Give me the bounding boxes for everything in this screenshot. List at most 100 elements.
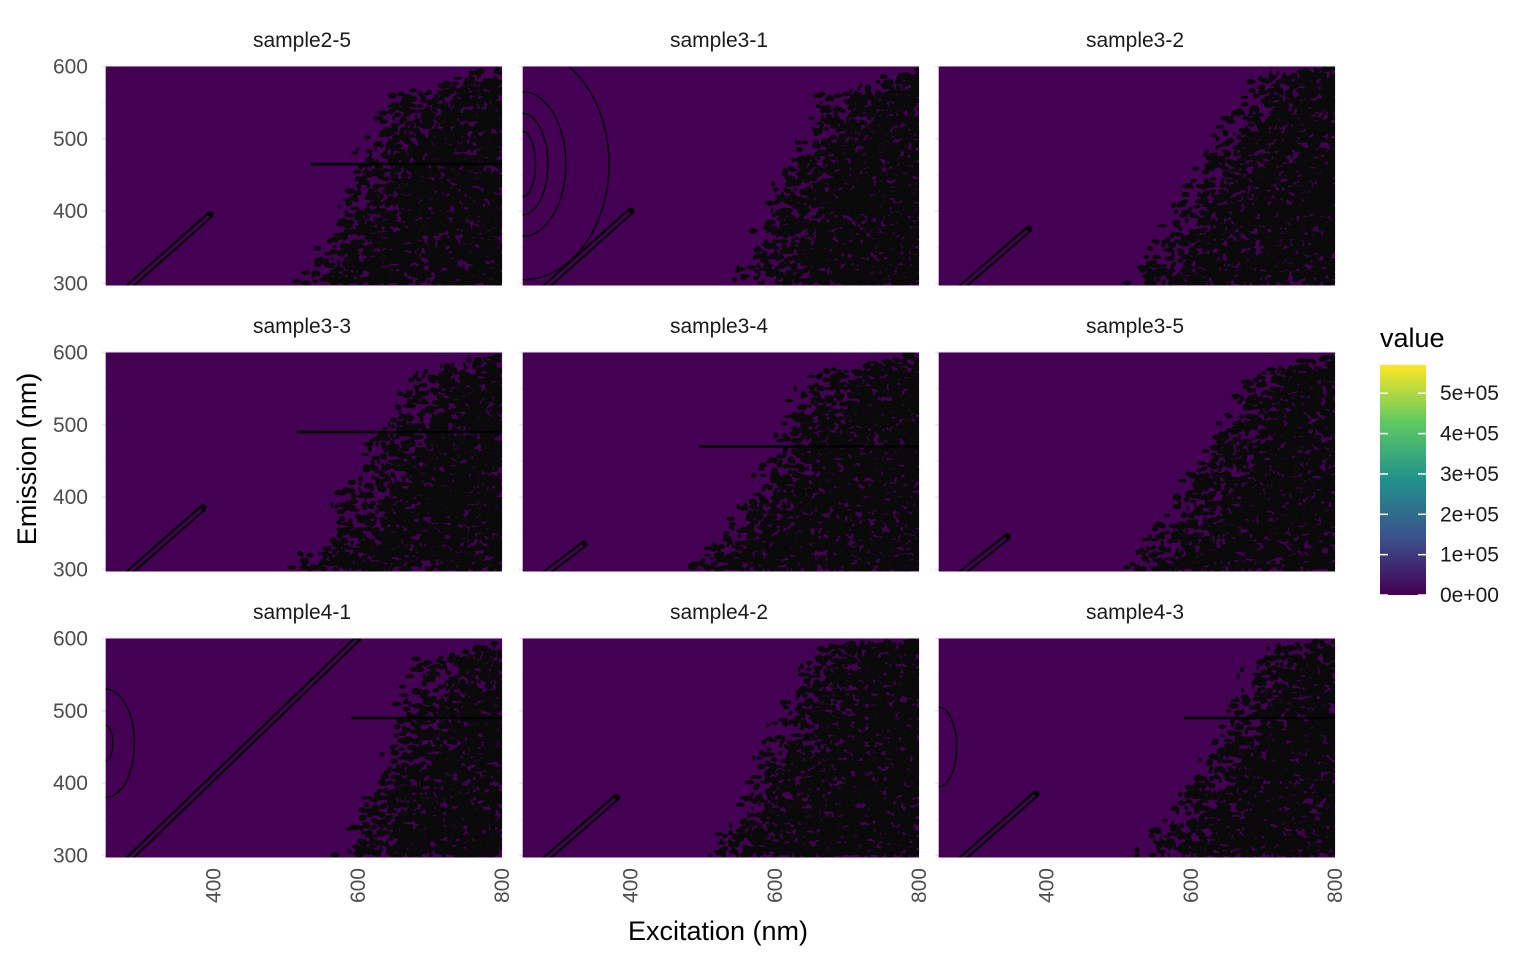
noise-mark xyxy=(794,188,798,191)
noise-mark xyxy=(860,83,863,88)
noise-mark xyxy=(916,108,921,111)
noise-mark xyxy=(487,128,492,132)
noise-mark xyxy=(420,99,429,103)
noise-mark xyxy=(349,266,354,270)
noise-mark xyxy=(479,246,483,251)
noise-mark xyxy=(442,81,451,87)
noise-mark xyxy=(845,124,852,127)
noise-mark xyxy=(864,85,871,89)
noise-mark xyxy=(813,140,819,145)
noise-mark xyxy=(825,114,832,119)
noise-mark xyxy=(1182,210,1190,214)
noise-mark xyxy=(915,184,922,187)
noise-mark xyxy=(1250,248,1257,252)
noise-mark xyxy=(428,199,435,204)
noise-mark xyxy=(1149,260,1157,265)
noise-mark xyxy=(1144,255,1150,260)
noise-mark xyxy=(462,264,465,268)
noise-mark xyxy=(446,144,449,148)
noise-mark xyxy=(497,147,502,151)
noise-mark xyxy=(901,272,906,276)
noise-mark xyxy=(442,234,448,238)
noise-mark xyxy=(1253,252,1255,258)
noise-mark xyxy=(497,169,499,174)
noise-mark xyxy=(468,92,472,96)
noise-mark xyxy=(377,238,387,242)
noise-mark xyxy=(463,141,466,144)
facet-title: sample2-5 xyxy=(253,29,351,52)
noise-mark xyxy=(483,78,488,82)
noise-mark xyxy=(301,281,311,286)
noise-mark xyxy=(762,251,768,257)
noise-mark xyxy=(345,188,355,194)
noise-mark xyxy=(1177,258,1184,263)
noise-mark xyxy=(378,184,385,188)
noise-mark xyxy=(857,86,860,91)
noise-mark xyxy=(1163,280,1167,283)
noise-mark xyxy=(329,249,339,254)
noise-mark xyxy=(384,169,391,172)
noise-mark xyxy=(337,259,340,265)
noise-mark xyxy=(351,151,358,154)
noise-mark xyxy=(350,207,360,211)
noise-mark xyxy=(912,233,922,239)
noise-mark xyxy=(741,274,751,278)
noise-mark xyxy=(450,211,453,216)
noise-mark xyxy=(1201,227,1208,231)
noise-mark xyxy=(418,91,423,96)
noise-mark xyxy=(916,116,920,121)
noise-mark xyxy=(869,256,875,261)
noise-mark xyxy=(909,254,914,257)
noise-mark xyxy=(771,182,776,187)
noise-mark xyxy=(292,279,302,283)
noise-mark xyxy=(344,210,348,215)
noise-mark xyxy=(356,210,363,215)
noise-mark xyxy=(902,72,911,77)
noise-mark xyxy=(749,228,758,234)
noise-mark xyxy=(783,168,787,173)
noise-mark xyxy=(1155,277,1160,282)
noise-mark xyxy=(314,246,321,251)
noise-mark xyxy=(1227,266,1233,270)
noise-mark xyxy=(464,123,470,128)
noise-mark xyxy=(435,123,438,128)
noise-mark xyxy=(415,118,420,122)
noise-mark xyxy=(879,124,883,129)
noise-mark xyxy=(311,276,314,280)
noise-mark xyxy=(437,83,442,87)
noise-mark xyxy=(774,279,778,284)
noise-mark xyxy=(447,211,449,216)
noise-mark xyxy=(1322,217,1329,221)
noise-mark xyxy=(803,235,809,238)
noise-mark xyxy=(822,138,827,144)
noise-mark xyxy=(1208,281,1211,286)
noise-mark xyxy=(1190,211,1193,216)
noise-mark xyxy=(783,208,793,213)
noise-mark xyxy=(1177,248,1182,252)
noise-mark xyxy=(781,244,787,250)
noise-mark xyxy=(816,104,820,108)
noise-mark xyxy=(847,140,857,145)
noise-mark xyxy=(410,88,417,92)
noise-mark xyxy=(842,218,848,223)
noise-mark xyxy=(301,271,310,275)
noise-mark xyxy=(446,102,449,107)
noise-mark xyxy=(463,109,470,113)
noise-mark xyxy=(796,140,802,144)
noise-mark xyxy=(733,277,738,283)
noise-mark xyxy=(1177,272,1180,276)
noise-mark xyxy=(473,188,478,192)
noise-mark xyxy=(358,239,365,244)
noise-mark xyxy=(364,215,370,219)
noise-mark xyxy=(485,201,488,206)
noise-mark xyxy=(1158,224,1168,227)
noise-mark xyxy=(490,103,493,109)
noise-mark xyxy=(472,131,479,136)
noise-mark xyxy=(355,190,361,196)
noise-mark xyxy=(494,170,497,174)
noise-mark xyxy=(758,272,761,277)
noise-mark xyxy=(801,278,807,281)
noise-mark xyxy=(374,147,376,152)
noise-mark xyxy=(455,203,461,207)
noise-mark xyxy=(1193,205,1201,209)
